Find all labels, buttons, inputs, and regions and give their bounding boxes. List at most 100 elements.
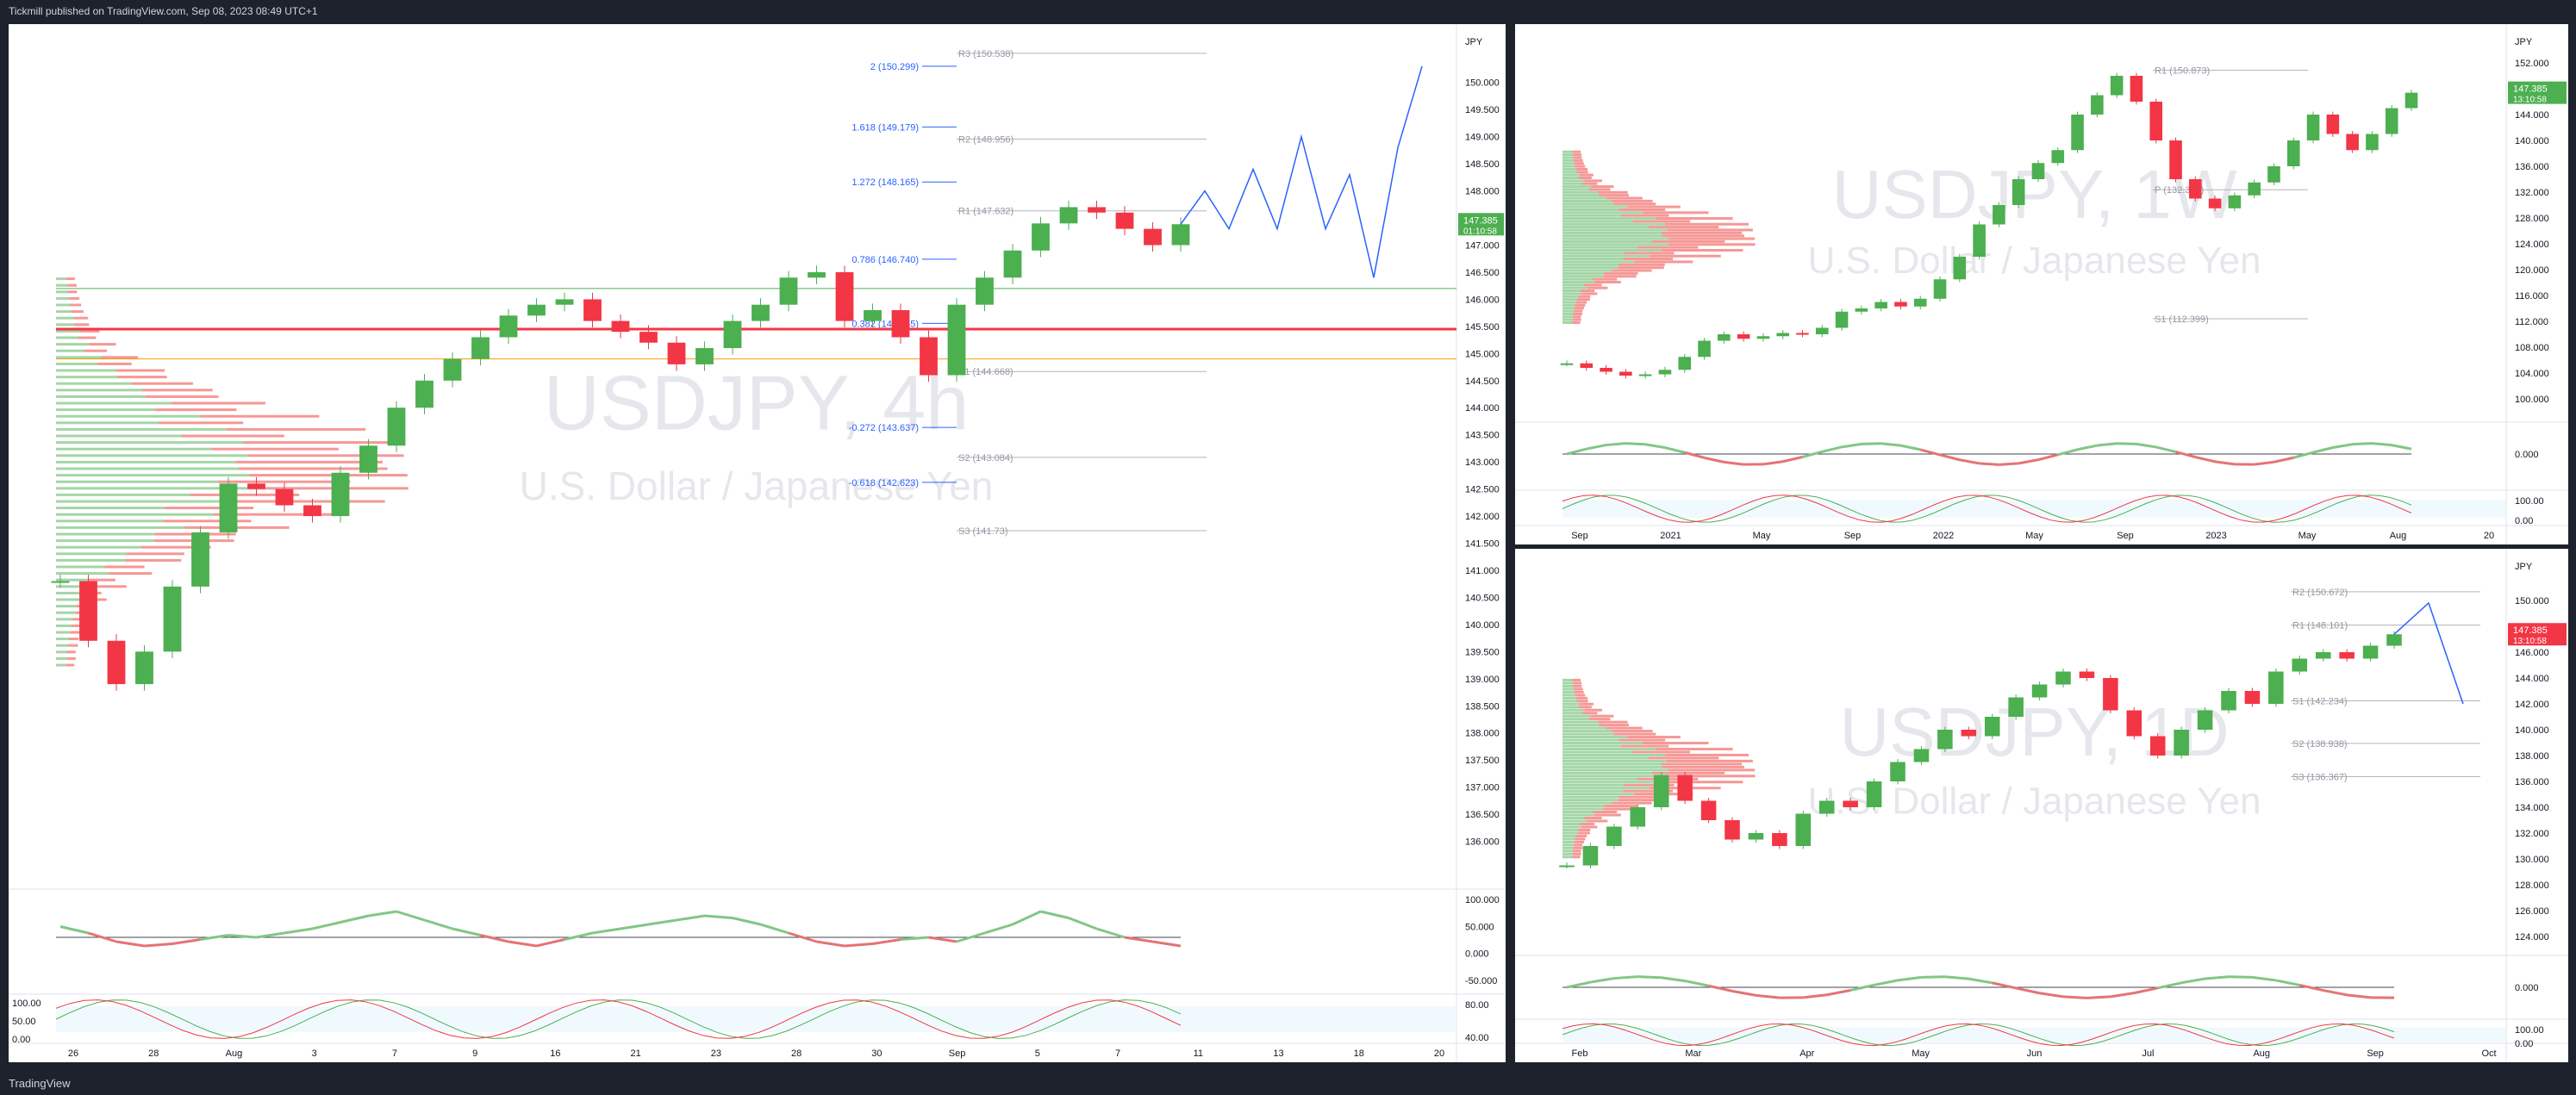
volume-profile-buy-bar [56,631,71,634]
oscillator-segment [900,936,929,941]
chart-pane-daily[interactable]: JPY150.000148.000146.000144.000142.00014… [1515,549,2568,1062]
oscillator-segment [1152,940,1182,948]
volume-profile-buy-bar [1562,801,1612,805]
candle-body [1144,228,1162,246]
volume-profile-sell-bar [1576,171,1588,174]
volume-profile-sell-bar [159,421,244,425]
oscillator-segment [172,938,201,945]
price-tick-label: 116.000 [2515,291,2548,302]
volume-profile-buy-bar [1562,321,1573,324]
volume-profile-buy-bar [56,572,109,575]
volume-profile-buy-bar [1562,246,1637,249]
last-price-timer: 13:10:58 [2513,96,2547,105]
volume-profile-buy-bar [56,441,243,445]
candle-body [1961,730,1977,737]
time-tick-label: Sep [949,1048,966,1059]
chart-pane-weekly[interactable]: JPY152.000148.000144.000140.000136.00013… [1515,24,2568,544]
volume-profile-sell-bar [1594,280,1621,283]
volume-profile-sell-bar [155,408,237,412]
volume-profile-buy-bar [1562,750,1633,754]
last-price-badge [2508,81,2567,104]
volume-profile-buy-bar [56,605,77,608]
oscillator-segment [1724,460,1744,466]
volume-profile-sell-bar [79,329,100,333]
volume-profile-buy-bar [1562,813,1595,817]
time-tick-label: 28 [791,1048,801,1059]
volume-profile-buy-bar [1562,736,1628,739]
oscillator-segment [760,923,789,935]
oscillator-segment [2214,460,2236,466]
candle-body [583,299,602,321]
oscillator-tick-label: 0.000 [2515,450,2539,460]
price-tick-label: 136.000 [1465,837,1500,848]
volume-profile-sell-bar [1574,162,1584,165]
time-tick-label: Sep [2117,531,2134,541]
volume-profile-buy-bar [56,585,95,588]
volume-profile-buy-bar [1562,843,1574,847]
volume-profile-sell-bar [163,520,252,523]
volume-profile-sell-bar [1662,234,1744,238]
volume-profile-sell-bar [236,500,385,503]
volume-profile-sell-bar [1575,837,1586,841]
candle-body [723,320,742,349]
time-tick-label: 20 [2484,531,2494,541]
volume-profile-buy-bar [56,520,164,523]
time-tick-label: Jul [2142,1048,2154,1059]
oscillator-segment [676,914,705,922]
volume-profile-buy-bar [1562,732,1614,736]
oscillator-segment [1849,983,1874,992]
oscillator-segment [1096,927,1126,939]
volume-profile-sell-bar [89,343,116,346]
volume-profile-buy-bar [1562,799,1619,802]
volume-profile-buy-bar [1562,205,1628,208]
candle-body [2339,652,2355,659]
volume-profile-sell-bar [1573,312,1582,315]
volume-profile-buy-bar [1562,237,1668,240]
chart-pane-4h[interactable]: JPY 150.000 149.500 149.000 148.500 148.000 14… [9,24,1506,1062]
volume-profile-sell-bar [1579,702,1594,706]
volume-profile-buy-bar [56,369,116,372]
chart-daily-svg[interactable]: JPY150.000148.000146.000144.000142.00014… [1515,549,2568,1062]
candle-body [2071,115,2084,151]
pivot-level-label: S2 (143.084) [958,453,1014,464]
oscillator-segment [452,927,481,936]
volume-profile-sell-bar [88,578,115,582]
volume-profile-buy-bar [1562,747,1656,750]
oscillator-segment [1566,980,1591,989]
volume-profile-buy-bar [1562,150,1573,153]
candle-body [835,271,854,321]
volume-profile-sell-bar [65,663,75,667]
candle-body [2008,697,2024,717]
volume-profile-buy-bar [1562,730,1612,733]
volume-profile-sell-bar [1612,269,1652,272]
candle-body [1913,298,1927,307]
oscillator-segment [704,914,733,919]
oscillator-segment [256,931,285,939]
candle-body [2286,140,2300,166]
volume-profile-buy-bar [1562,768,1668,772]
volume-profile-sell-bar [1573,309,1583,313]
chart-4h-svg[interactable]: JPY 150.000 149.500 149.000 148.500 148.000 14… [9,24,1506,1062]
volume-profile-sell-bar [1588,188,1611,191]
oscillator-segment [1992,981,2017,990]
volume-profile-sell-bar [1584,817,1602,820]
volume-profile-sell-bar [70,631,82,634]
volume-profile-buy-bar [1562,171,1577,174]
volume-profile-buy-bar [56,663,66,667]
candle-body [471,337,490,359]
volume-profile-buy-bar [1562,217,1656,221]
volume-profile-sell-bar [104,565,145,569]
candle-body [1843,800,1858,807]
volume-profile-sell-bar [1572,150,1581,153]
volume-profile-buy-bar [1562,292,1582,296]
price-tick-label: 104.000 [2515,369,2549,379]
chart-weekly-svg[interactable]: JPY152.000148.000144.000140.000136.00013… [1515,24,2568,544]
volume-profile-sell-bar [1575,301,1587,304]
volume-profile-buy-bar [1562,190,1599,194]
volume-profile-buy-bar [1562,185,1591,189]
volume-profile-sell-bar [1580,822,1595,825]
volume-profile-sell-bar [1634,260,1693,264]
volume-profile-buy-bar [1562,684,1574,687]
volume-profile-sell-bar [1573,843,1583,847]
volume-profile-buy-bar [1562,199,1612,202]
